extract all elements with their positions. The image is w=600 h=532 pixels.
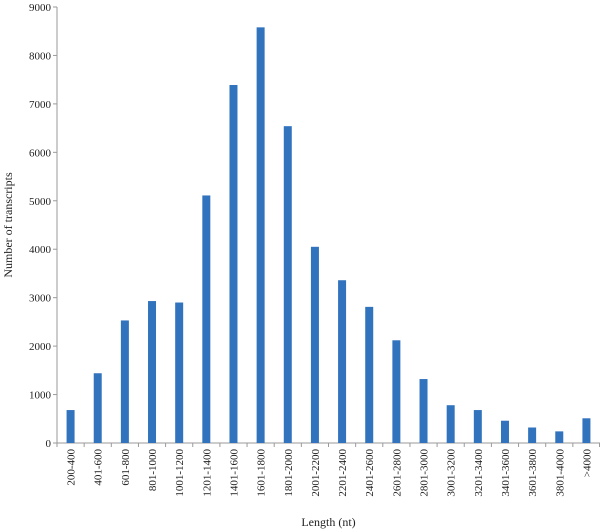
- bar: [555, 431, 564, 443]
- x-tick-label: 1401-1600: [228, 449, 240, 497]
- x-axis-title: Length (nt): [301, 515, 355, 529]
- bar: [500, 420, 509, 443]
- bar: [283, 126, 292, 443]
- bar: [582, 418, 591, 443]
- y-axis: 0 1000 2000 3000 4000 5000 6000 7000 8000 9000: [29, 2, 58, 450]
- x-tick-label: 401-600: [93, 449, 105, 486]
- bar: [446, 405, 455, 443]
- y-tick-label: 0: [46, 438, 52, 450]
- x-tick-label: 2601-2800: [391, 449, 403, 497]
- bar: [473, 410, 482, 443]
- x-tick-label: 2201-2400: [337, 449, 349, 497]
- x-tick-label: 200-400: [66, 449, 78, 486]
- bar: [93, 373, 102, 443]
- bar: [256, 27, 265, 443]
- bar: [229, 84, 238, 444]
- x-tick-label: 3001-3200: [446, 449, 458, 497]
- bar: [392, 340, 401, 443]
- y-tick-label: 9000: [29, 2, 52, 14]
- bar: [202, 195, 211, 443]
- bar: [338, 280, 347, 443]
- x-axis: 200-400 401-600 601-800 801-1000 1001-1200 12…: [56, 442, 600, 497]
- bars: [66, 27, 591, 444]
- x-tick-label: 1201-1400: [201, 449, 213, 497]
- y-tick-label: 4000: [29, 244, 52, 256]
- y-tick-label: 5000: [29, 196, 52, 208]
- bar: [528, 427, 537, 443]
- bar: [365, 306, 374, 443]
- x-tick-label: 1601-1800: [256, 449, 268, 497]
- bar: [148, 301, 157, 443]
- y-tick-label: 2000: [29, 341, 52, 353]
- bar: [66, 410, 75, 443]
- x-tick-label: 801-1000: [147, 449, 159, 492]
- x-tick-label: 3801-4000: [554, 449, 566, 497]
- bar: [310, 246, 319, 443]
- y-tick-label: 6000: [29, 147, 52, 159]
- bar: [175, 302, 184, 443]
- y-tick-label: 3000: [29, 293, 52, 305]
- y-tick-label: 7000: [29, 99, 52, 111]
- x-tick-label: 3401-3600: [500, 449, 512, 497]
- x-tick-label: 3201-3400: [473, 449, 485, 497]
- y-axis-title: Number of transcripts: [1, 172, 15, 278]
- x-tick-label: 1801-2000: [283, 449, 295, 497]
- x-tick-label: 601-800: [120, 449, 132, 486]
- bar: [120, 320, 129, 443]
- x-tick-label: >4000: [581, 449, 593, 478]
- x-tick-label: 2401-2600: [364, 449, 376, 497]
- x-tick-label: 3601-3800: [527, 449, 539, 497]
- y-tick-label: 8000: [29, 50, 52, 62]
- x-tick-label: 2801-3000: [419, 449, 431, 497]
- y-tick-label: 1000: [29, 390, 52, 402]
- bar: [419, 379, 428, 443]
- x-tick-label: 1001-1200: [174, 449, 186, 497]
- x-tick-label: 2001-2200: [310, 449, 322, 497]
